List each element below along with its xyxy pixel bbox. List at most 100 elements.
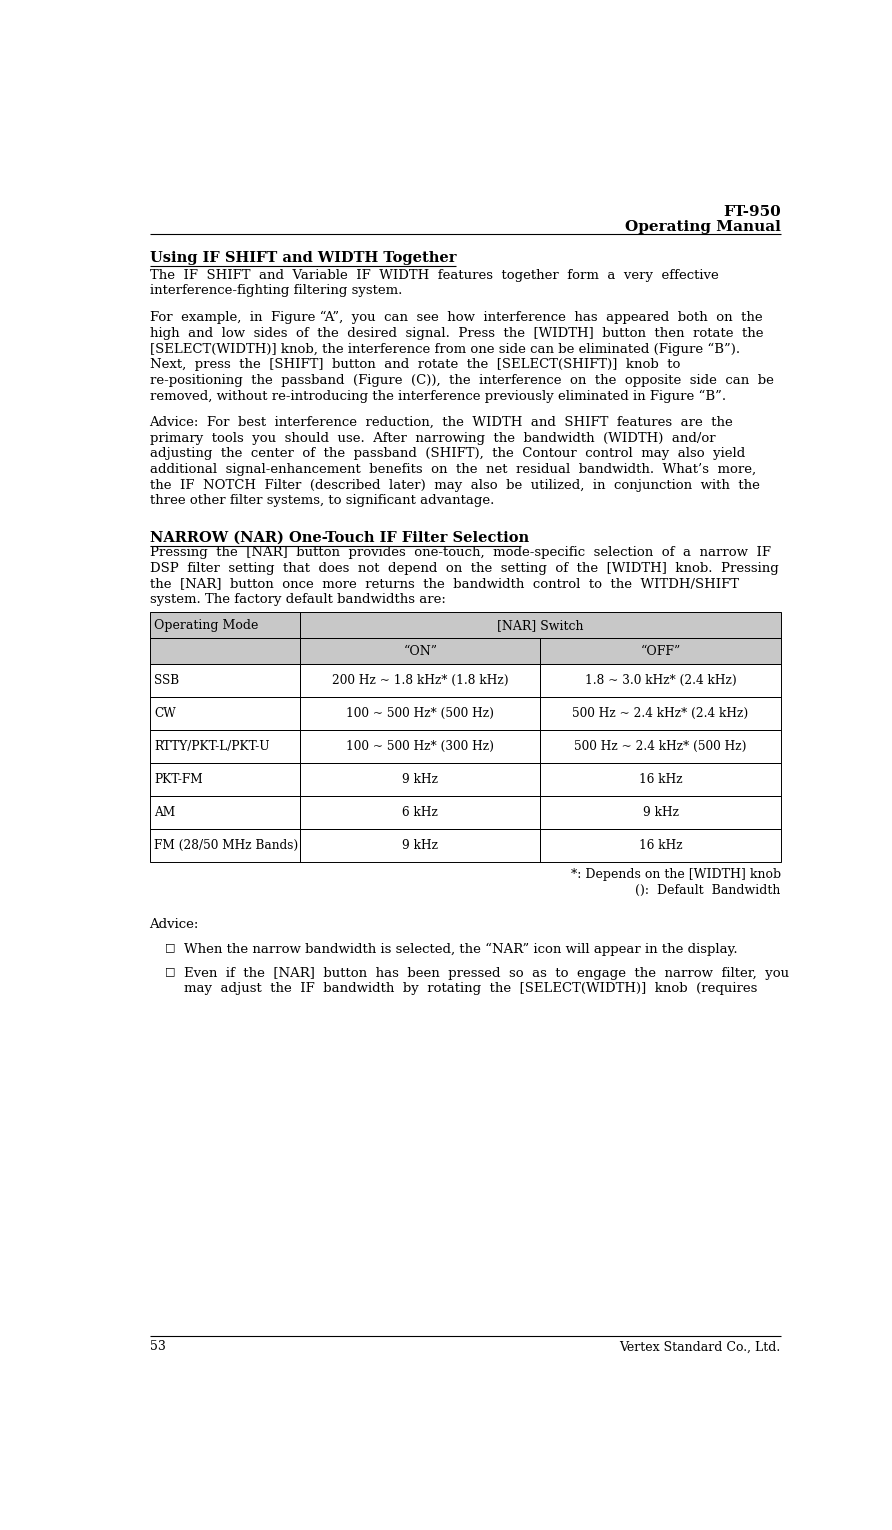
Bar (301, 796, 541, 829)
Text: high  and  low  sides  of  the  desired  signal.  Press  the  [WIDTH]  button  t: high and low sides of the desired signal… (150, 327, 763, 340)
Bar (150, 763, 301, 796)
Text: [SELECT(WIDTH)] knob, the interference from one side can be eliminated (Figure “: [SELECT(WIDTH)] knob, the interference f… (150, 343, 739, 355)
Text: Advice:  For  best  interference  reduction,  the  WIDTH  and  SHIFT  features  : Advice: For best interference reduction,… (150, 416, 733, 428)
Text: system. The factory default bandwidths are:: system. The factory default bandwidths a… (150, 594, 445, 606)
Text: 500 Hz ~ 2.4 kHz* (2.4 kHz): 500 Hz ~ 2.4 kHz* (2.4 kHz) (573, 707, 748, 721)
Text: may  adjust  the  IF  bandwidth  by  rotating  the  [SELECT(WIDTH)]  knob  (requ: may adjust the IF bandwidth by rotating … (184, 982, 757, 996)
Bar (301, 612, 780, 638)
Bar (150, 698, 301, 730)
Bar (150, 796, 301, 829)
Text: re-positioning  the  passband  (Figure  (C)),  the  interference  on  the  oppos: re-positioning the passband (Figure (C))… (150, 373, 773, 387)
Bar (301, 664, 541, 698)
Bar (150, 638, 301, 664)
Text: Next,  press  the  [SHIFT]  button  and  rotate  the  [SELECT(SHIFT)]  knob  to: Next, press the [SHIFT] button and rotat… (150, 358, 680, 372)
Text: 100 ~ 500 Hz* (300 Hz): 100 ~ 500 Hz* (300 Hz) (346, 741, 494, 753)
Bar (150, 612, 301, 638)
Text: FT-950: FT-950 (723, 205, 780, 219)
Text: For  example,  in  Figure “A”,  you  can  see  how  interference  has  appeared : For example, in Figure “A”, you can see … (150, 311, 762, 324)
Text: 9 kHz: 9 kHz (642, 806, 679, 819)
Text: Vertex Standard Co., Ltd.: Vertex Standard Co., Ltd. (619, 1340, 780, 1354)
Bar (301, 698, 541, 730)
Text: □: □ (165, 967, 175, 976)
Text: Operating Manual: Operating Manual (624, 220, 780, 234)
Bar (541, 796, 780, 829)
Text: 6 kHz: 6 kHz (402, 806, 438, 819)
Bar (150, 638, 301, 664)
Bar (150, 796, 301, 829)
Bar (301, 612, 780, 638)
Text: 200 Hz ~ 1.8 kHz* (1.8 kHz): 200 Hz ~ 1.8 kHz* (1.8 kHz) (332, 675, 508, 687)
Bar (301, 730, 541, 763)
Bar (150, 829, 301, 861)
Text: Operating Mode: Operating Mode (154, 618, 259, 632)
Text: 53: 53 (150, 1340, 165, 1354)
Text: □: □ (165, 942, 175, 952)
Text: primary  tools  you  should  use.  After  narrowing  the  bandwidth  (WIDTH)  an: primary tools you should use. After narr… (150, 431, 715, 445)
Text: PKT-FM: PKT-FM (154, 773, 203, 786)
Bar (541, 638, 780, 664)
Text: “OFF”: “OFF” (640, 644, 681, 658)
Text: three other filter systems, to significant advantage.: three other filter systems, to significa… (150, 494, 494, 508)
Text: *: Depends on the [WIDTH] knob: *: Depends on the [WIDTH] knob (571, 868, 780, 881)
Bar (301, 638, 541, 664)
Text: removed, without re-introducing the interference previously eliminated in Figure: removed, without re-introducing the inte… (150, 390, 726, 402)
Bar (150, 664, 301, 698)
Text: RTTY/PKT-L/PKT-U: RTTY/PKT-L/PKT-U (154, 741, 270, 753)
Bar (301, 698, 541, 730)
Bar (150, 730, 301, 763)
Bar (541, 664, 780, 698)
Bar (541, 829, 780, 861)
Text: 16 kHz: 16 kHz (639, 773, 682, 786)
Bar (301, 829, 541, 861)
Text: the  IF  NOTCH  Filter  (described  later)  may  also  be  utilized,  in  conjun: the IF NOTCH Filter (described later) ma… (150, 479, 759, 491)
Bar (301, 763, 541, 796)
Bar (301, 638, 541, 664)
Bar (541, 698, 780, 730)
Bar (541, 730, 780, 763)
Text: AM: AM (154, 806, 176, 819)
Text: 100 ~ 500 Hz* (500 Hz): 100 ~ 500 Hz* (500 Hz) (346, 707, 494, 721)
Bar (541, 638, 780, 664)
Text: ():  Default  Bandwidth: (): Default Bandwidth (635, 884, 780, 897)
Text: [NAR] Switch: [NAR] Switch (497, 618, 583, 632)
Bar (301, 664, 541, 698)
Text: SSB: SSB (154, 675, 179, 687)
Bar (541, 698, 780, 730)
Text: 500 Hz ~ 2.4 kHz* (500 Hz): 500 Hz ~ 2.4 kHz* (500 Hz) (574, 741, 747, 753)
Bar (301, 763, 541, 796)
Text: Pressing  the  [NAR]  button  provides  one-touch,  mode-specific  selection  of: Pressing the [NAR] button provides one-t… (150, 546, 771, 558)
Bar (150, 698, 301, 730)
Text: CW: CW (154, 707, 176, 721)
Text: DSP  filter  setting  that  does  not  depend  on  the  setting  of  the  [WIDTH: DSP filter setting that does not depend … (150, 562, 779, 575)
Bar (150, 829, 301, 861)
Text: Even  if  the  [NAR]  button  has  been  pressed  so  as  to  engage  the  narro: Even if the [NAR] button has been presse… (184, 967, 789, 979)
Bar (541, 664, 780, 698)
Text: Advice:: Advice: (150, 918, 199, 932)
Bar (541, 763, 780, 796)
Bar (541, 730, 780, 763)
Bar (301, 796, 541, 829)
Text: 16 kHz: 16 kHz (639, 838, 682, 852)
Bar (541, 796, 780, 829)
Bar (150, 612, 301, 638)
Text: The  IF  SHIFT  and  Variable  IF  WIDTH  features  together  form  a  very  eff: The IF SHIFT and Variable IF WIDTH featu… (150, 269, 718, 282)
Bar (301, 829, 541, 861)
Text: 1.8 ~ 3.0 kHz* (2.4 kHz): 1.8 ~ 3.0 kHz* (2.4 kHz) (584, 675, 737, 687)
Bar (150, 664, 301, 698)
Bar (150, 763, 301, 796)
Text: 9 kHz: 9 kHz (402, 773, 438, 786)
Text: interference-fighting filtering system.: interference-fighting filtering system. (150, 285, 402, 297)
Text: NARROW (NAR) One-Touch IF Filter Selection: NARROW (NAR) One-Touch IF Filter Selecti… (150, 531, 529, 545)
Bar (150, 730, 301, 763)
Bar (541, 829, 780, 861)
Text: When the narrow bandwidth is selected, the “NAR” icon will appear in the display: When the narrow bandwidth is selected, t… (184, 942, 738, 956)
Text: Using IF SHIFT and WIDTH Together: Using IF SHIFT and WIDTH Together (150, 251, 456, 265)
Text: “ON”: “ON” (403, 644, 437, 658)
Bar (301, 730, 541, 763)
Bar (541, 763, 780, 796)
Text: the  [NAR]  button  once  more  returns  the  bandwidth  control  to  the  WITDH: the [NAR] button once more returns the b… (150, 577, 739, 591)
Text: FM (28/50 MHz Bands): FM (28/50 MHz Bands) (154, 838, 299, 852)
Text: adjusting  the  center  of  the  passband  (SHIFT),  the  Contour  control  may : adjusting the center of the passband (SH… (150, 447, 745, 461)
Text: additional  signal-enhancement  benefits  on  the  net  residual  bandwidth.  Wh: additional signal-enhancement benefits o… (150, 464, 756, 476)
Text: 9 kHz: 9 kHz (402, 838, 438, 852)
